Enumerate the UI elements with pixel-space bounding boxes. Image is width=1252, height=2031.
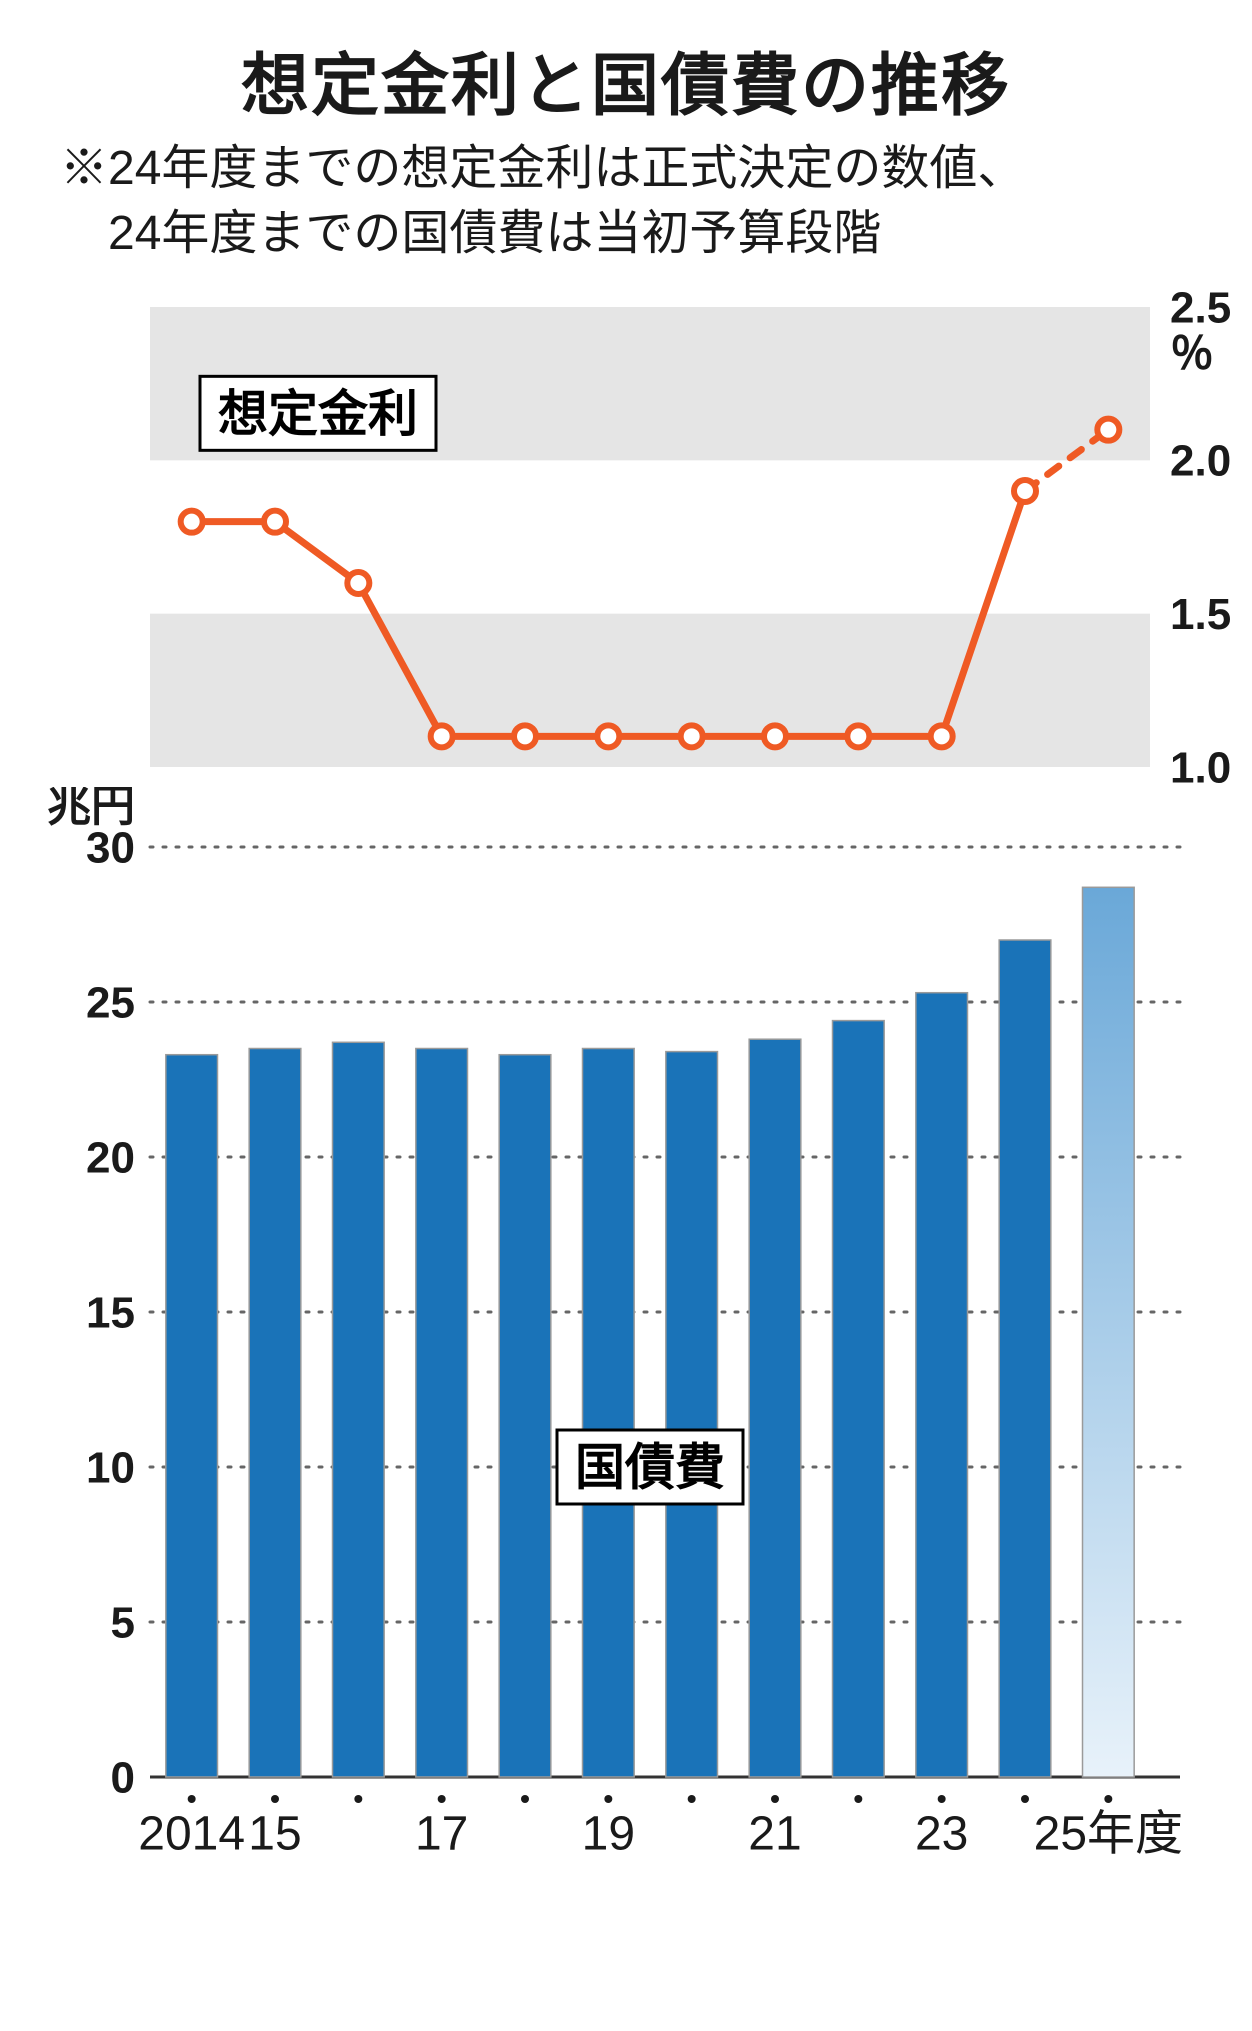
line-y-unit: ％	[1170, 329, 1214, 378]
x-category-label: 15	[248, 1807, 301, 1860]
chart-title: 想定金利と国債費の推移	[20, 30, 1232, 129]
x-category-label: 25年度	[1034, 1807, 1183, 1860]
x-tick-dot	[1104, 1795, 1112, 1803]
line-ytick-label: 2.5	[1170, 287, 1231, 332]
line-ytick-label: 1.5	[1170, 590, 1231, 639]
subtitle-line-1: ※24年度までの想定金利は正式決定の数値、	[60, 142, 1025, 195]
x-tick-dot	[938, 1795, 946, 1803]
line-ytick-label: 2.0	[1170, 436, 1231, 485]
interest-rate-marker	[1014, 480, 1036, 502]
bond-cost-bar	[999, 940, 1051, 1777]
x-category-label: 23	[915, 1807, 968, 1860]
chart-band	[150, 613, 1150, 766]
x-tick-dot	[604, 1795, 612, 1803]
interest-rate-marker	[1097, 418, 1119, 440]
x-category-label: 17	[415, 1807, 468, 1860]
interest-rate-marker	[764, 725, 786, 747]
x-tick-dot	[1021, 1795, 1029, 1803]
interest-rate-marker	[431, 725, 453, 747]
interest-rate-marker	[597, 725, 619, 747]
bond-cost-bar	[333, 1042, 385, 1777]
bar-ytick-label: 5	[111, 1598, 135, 1647]
x-tick-dot	[854, 1795, 862, 1803]
line-chart-svg: 1.0 1.5 2.0 2.5％ 想定金利	[20, 287, 1232, 787]
interest-rate-marker	[181, 510, 203, 532]
x-category-label: 2014	[138, 1807, 245, 1860]
x-tick-dot	[688, 1795, 696, 1803]
bar-ytick-label: 20	[86, 1133, 135, 1182]
bar-ytick-label: 15	[86, 1288, 135, 1337]
x-tick-dot	[771, 1795, 779, 1803]
bond-cost-bar	[166, 1054, 218, 1776]
line-series-label: 想定金利	[218, 385, 418, 441]
bar-ytick-label: 25	[86, 978, 135, 1027]
bar-chart-svg: 兆円0510152025302014151719212325年度国債費	[20, 787, 1232, 1887]
bond-cost-bar	[666, 1051, 718, 1776]
chart-container: 想定金利と国債費の推移 ※24年度までの想定金利は正式決定の数値、 24年度まで…	[0, 0, 1252, 1907]
bond-cost-bar-forecast	[1083, 887, 1135, 1777]
bar-series-label: 国債費	[575, 1439, 725, 1495]
line-ytick-label: 1.0	[1170, 743, 1231, 787]
interest-rate-marker	[681, 725, 703, 747]
x-tick-dot	[438, 1795, 446, 1803]
line-chart: 1.0 1.5 2.0 2.5％ 想定金利	[20, 287, 1232, 787]
subtitle-line-2: 24年度までの国債費は当初予算段階	[60, 207, 881, 260]
bond-cost-bar	[416, 1048, 468, 1777]
bar-ytick-label: 30	[86, 823, 135, 872]
bond-cost-bar	[249, 1048, 301, 1777]
x-tick-dot	[188, 1795, 196, 1803]
x-category-label: 19	[582, 1807, 635, 1860]
bar-chart: 兆円0510152025302014151719212325年度国債費	[20, 787, 1232, 1887]
charts-area: 1.01.52.02.5％想定金利 兆円05101520253020141517…	[20, 287, 1232, 1887]
bar-ytick-label: 10	[86, 1443, 135, 1492]
interest-rate-marker	[347, 572, 369, 594]
bar-ytick-label: 0	[111, 1753, 135, 1802]
chart-subtitle: ※24年度までの想定金利は正式決定の数値、 24年度までの国債費は当初予算段階	[20, 137, 1232, 267]
bond-cost-bar	[499, 1054, 551, 1776]
x-tick-dot	[354, 1795, 362, 1803]
x-category-label: 21	[748, 1807, 801, 1860]
bond-cost-bar	[916, 992, 968, 1776]
bond-cost-bar	[749, 1039, 801, 1777]
interest-rate-marker	[847, 725, 869, 747]
interest-rate-marker	[514, 725, 536, 747]
bond-cost-bar	[833, 1020, 885, 1776]
interest-rate-marker	[931, 725, 953, 747]
bond-cost-bar	[583, 1048, 635, 1777]
interest-rate-marker	[264, 510, 286, 532]
x-tick-dot	[271, 1795, 279, 1803]
x-tick-dot	[521, 1795, 529, 1803]
